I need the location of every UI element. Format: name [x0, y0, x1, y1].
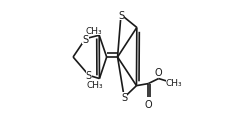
Text: S: S — [83, 34, 89, 44]
Text: O: O — [154, 68, 162, 78]
Text: O: O — [144, 99, 152, 109]
Text: S: S — [121, 93, 127, 102]
Text: S: S — [118, 10, 124, 20]
Text: CH₃: CH₃ — [166, 78, 182, 87]
Text: CH₃: CH₃ — [86, 80, 103, 89]
Text: S: S — [86, 71, 92, 81]
Text: CH₃: CH₃ — [85, 27, 102, 36]
